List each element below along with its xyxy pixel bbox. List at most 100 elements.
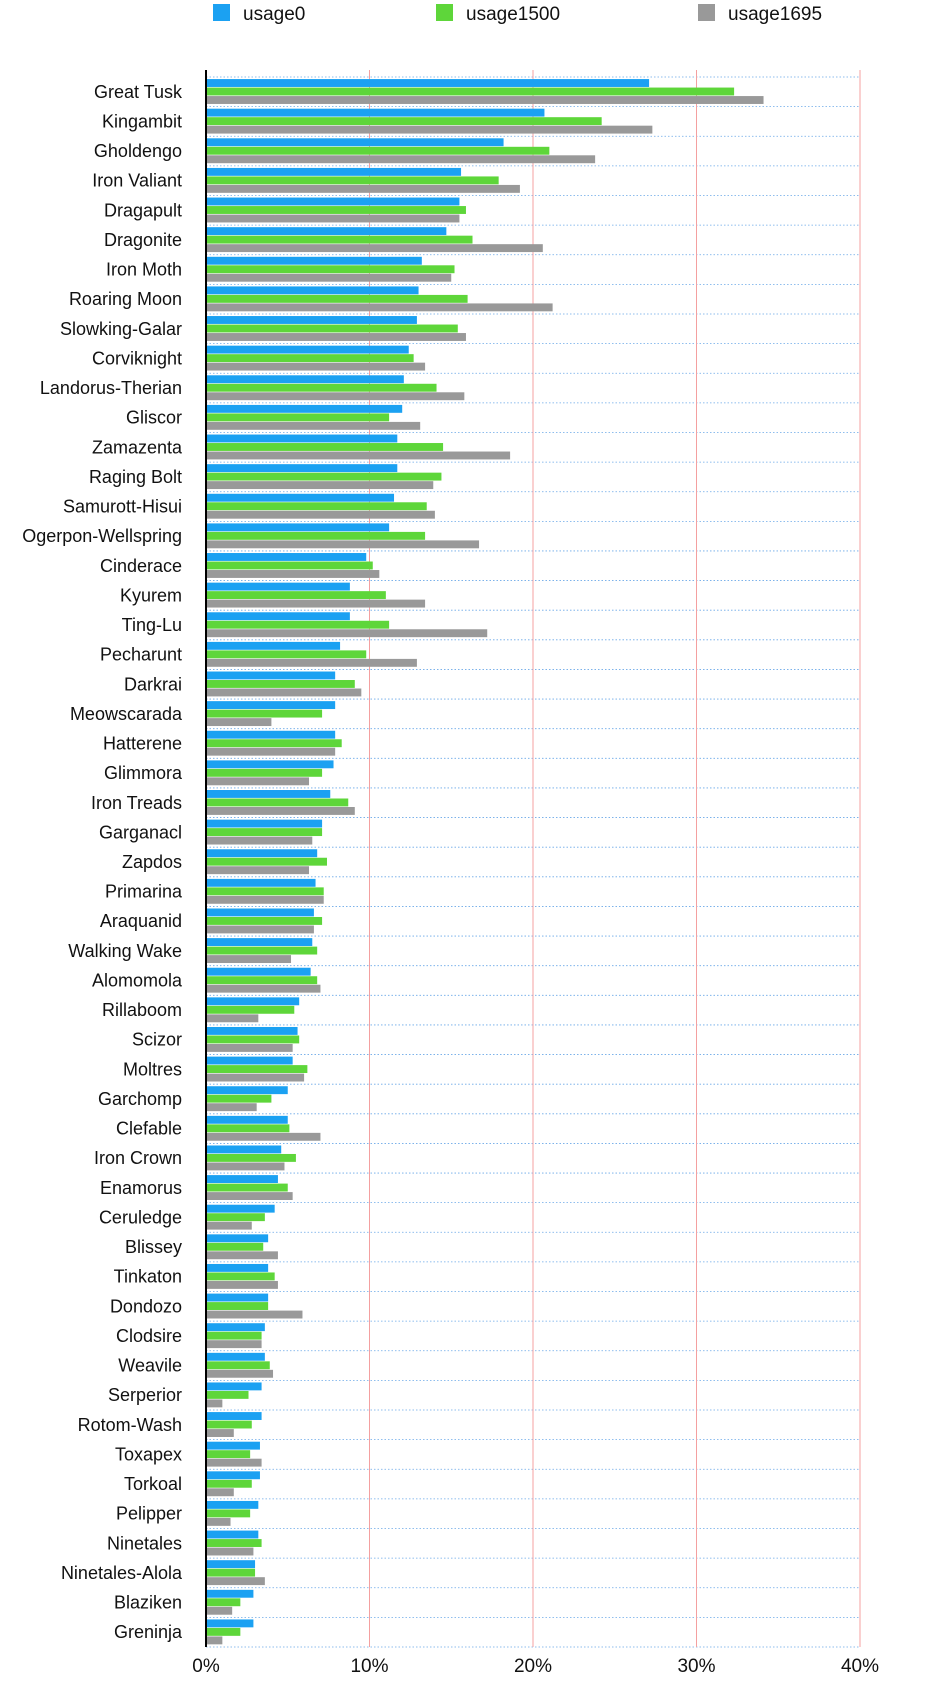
- bar-usage1695-samurott-hisui: [206, 510, 435, 519]
- bar-usage1695-kingambit: [206, 125, 653, 134]
- bar-usage1695-garchomp: [206, 1103, 257, 1112]
- bar-usage1500-ninetales: [206, 1539, 262, 1547]
- bar-usage1500-corviknight: [206, 354, 414, 363]
- category-label: Toxapex: [115, 1444, 182, 1464]
- bar-usage1695-gholdengo: [206, 155, 596, 164]
- category-label: Ninetales-Alola: [61, 1563, 183, 1583]
- bar-usage1500-ceruledge: [206, 1213, 265, 1222]
- bar-usage1695-toxapex: [206, 1458, 262, 1467]
- legend: usage0 usage1500 usage1695: [213, 4, 822, 25]
- bar-usage1500-clodsire: [206, 1331, 262, 1340]
- bar-usage1500-toxapex: [206, 1450, 251, 1459]
- category-label: Slowking-Galar: [60, 319, 182, 339]
- bar-usage1500-scizor: [206, 1035, 300, 1044]
- bar-usage1695-gliscor: [206, 421, 421, 430]
- category-label: Corviknight: [92, 348, 182, 368]
- category-label: Kingambit: [102, 111, 182, 131]
- category-label: Greninja: [114, 1622, 183, 1642]
- category-labels: Great Tusk Kingambit Gholdengo Iron Valiant…: [22, 82, 183, 1642]
- bar-usage1695-dondozo: [206, 1310, 303, 1319]
- category-label: Landorus-Therian: [40, 378, 182, 398]
- category-label: Blaziken: [114, 1593, 182, 1613]
- category-label: Ceruledge: [99, 1207, 182, 1227]
- bar-usage1695-enamorus: [206, 1192, 293, 1200]
- x-tick-label: 0%: [192, 1656, 220, 1676]
- bar-usage0-pecharunt: [206, 641, 341, 650]
- bar-usage1500-blissey: [206, 1242, 264, 1251]
- bar-usage0-ninetales: [206, 1530, 259, 1539]
- bar-usage1500-clefable: [206, 1124, 290, 1133]
- bar-usage1500-ting-lu: [206, 620, 390, 629]
- bar-usage1695-hatterene: [206, 747, 336, 756]
- bar-usage1695-garganacl: [206, 836, 313, 845]
- bar-usage1500-glimmora: [206, 768, 323, 777]
- bar-usage1695-torkoal: [206, 1488, 234, 1497]
- bar-usage1500-hatterene: [206, 739, 342, 748]
- bar-usage1695-glimmora: [206, 777, 310, 786]
- bar-usage0-darkrai: [206, 671, 336, 680]
- bar-usage0-rotom-wash: [206, 1412, 262, 1420]
- bar-usage0-araquanid: [206, 908, 314, 917]
- bar-usage0-enamorus: [206, 1175, 278, 1183]
- x-tick-label: 30%: [677, 1656, 715, 1676]
- bar-usage0-great-tusk: [206, 79, 650, 87]
- bar-usage1695-blaziken: [206, 1606, 233, 1615]
- bar-usage0-alomomola: [206, 967, 311, 976]
- bar-usage0-walking-wake: [206, 938, 313, 947]
- bar-usage1500-greninja: [206, 1627, 241, 1636]
- bar-usage0-ninetales-alola: [206, 1560, 256, 1569]
- bar-usage0-corviknight: [206, 345, 409, 354]
- category-label: Dragapult: [104, 200, 182, 220]
- bar-usage1695-greninja: [206, 1636, 223, 1645]
- category-label: Iron Moth: [106, 260, 182, 280]
- bar-usage0-raging-bolt: [206, 464, 398, 473]
- bar-usage0-dragonite: [206, 227, 447, 236]
- bar-usage1695-tinkaton: [206, 1280, 278, 1289]
- bar-usage1500-cinderace: [206, 561, 373, 570]
- bar-usage0-blaziken: [206, 1589, 254, 1598]
- category-label: Ninetales: [107, 1533, 182, 1553]
- category-label: Great Tusk: [94, 82, 183, 102]
- category-label: Kyurem: [120, 585, 182, 605]
- bar-usage1695-moltres: [206, 1073, 305, 1082]
- bar-usage1500-moltres: [206, 1065, 308, 1074]
- bar-usage1500-weavile: [206, 1361, 270, 1370]
- bar-usage1500-torkoal: [206, 1479, 252, 1488]
- category-label: Garganacl: [99, 822, 182, 842]
- bar-usage1695-serperior: [206, 1399, 223, 1408]
- bar-usage0-gholdengo: [206, 138, 504, 147]
- bar-usage1500-iron-crown: [206, 1153, 296, 1162]
- category-label: Dragonite: [104, 230, 182, 250]
- bar-usage1500-meowscarada: [206, 709, 323, 718]
- category-label: Blissey: [125, 1237, 182, 1257]
- legend-swatch-usage1500: [436, 4, 453, 21]
- bar-usage0-dondozo: [206, 1293, 269, 1302]
- bar-usage0-meowscarada: [206, 701, 336, 710]
- bar-usage0-primarina: [206, 878, 316, 887]
- bar-usage1695-clodsire: [206, 1340, 262, 1349]
- bar-usage1695-dragonite: [206, 244, 543, 253]
- bar-usage1500-darkrai: [206, 680, 355, 688]
- bar-usage1500-pelipper: [206, 1509, 251, 1518]
- bar-usage1500-zamazenta: [206, 443, 444, 451]
- bar-usage1500-garganacl: [206, 828, 323, 837]
- legend-swatch-usage0: [213, 4, 230, 21]
- bar-usage1500-araquanid: [206, 916, 323, 925]
- category-label: Ogerpon-Wellspring: [22, 526, 182, 546]
- bar-usage1695-ninetales: [206, 1547, 254, 1556]
- category-label: Darkrai: [124, 674, 182, 694]
- bar-usage1695-zamazenta: [206, 451, 511, 460]
- x-tick-label: 40%: [841, 1656, 879, 1676]
- bar-usage1695-corviknight: [206, 362, 426, 371]
- category-label: Walking Wake: [68, 941, 182, 961]
- category-label: Tinkaton: [114, 1267, 182, 1287]
- gridlines: [206, 70, 861, 1648]
- bar-usage1695-pelipper: [206, 1517, 231, 1526]
- bar-usage0-blissey: [206, 1234, 269, 1243]
- bar-usage0-samurott-hisui: [206, 493, 395, 502]
- bar-usage1695-ogerpon-wellspring: [206, 540, 480, 549]
- bar-usage1695-pecharunt: [206, 658, 417, 667]
- category-label: Cinderace: [100, 556, 182, 576]
